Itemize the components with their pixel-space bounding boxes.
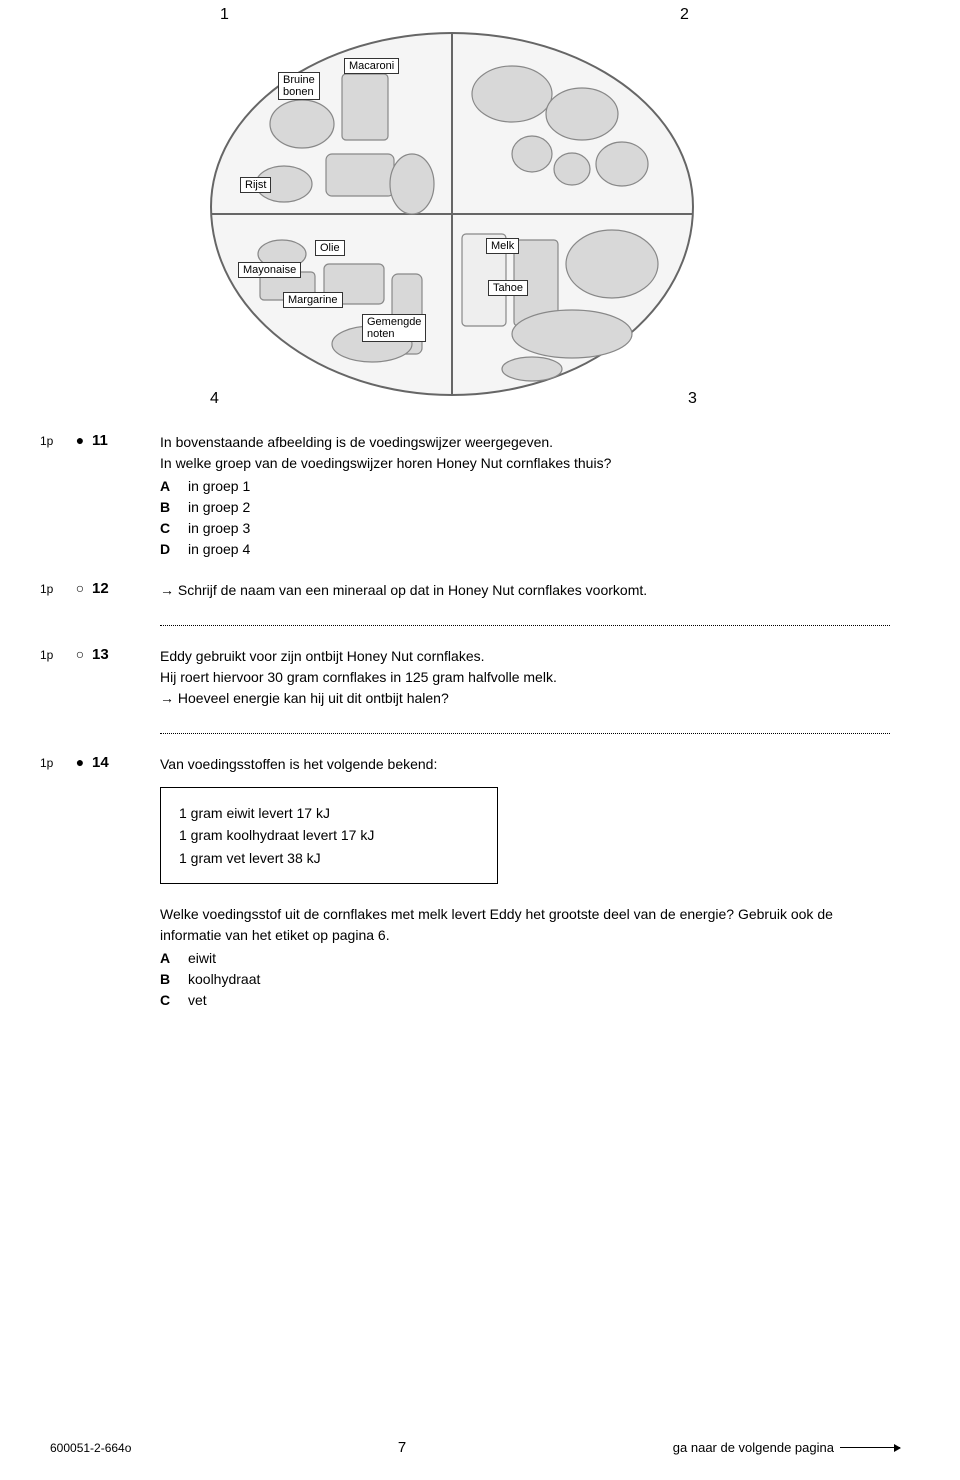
question-meta: 1p○12: [40, 580, 160, 597]
question-text: Eddy gebruikt voor zijn ontbijt Honey Nu…: [160, 646, 890, 667]
food-label: Bruinebonen: [278, 72, 320, 100]
options-list: AeiwitBkoolhydraatCvet: [160, 948, 890, 1011]
footer-arrow-icon: [840, 1447, 900, 1448]
food-label: Macaroni: [344, 58, 399, 74]
food-label: Margarine: [283, 292, 343, 308]
question-points: 1p: [40, 648, 68, 662]
option-letter: B: [160, 969, 188, 990]
corner-num-tl: 1: [220, 6, 229, 24]
question-number: 14: [92, 754, 127, 771]
food-label: Tahoe: [488, 280, 528, 296]
question-body: → Schrijf de naam van een mineraal op da…: [160, 580, 890, 601]
question-number: 12: [92, 580, 127, 597]
option-text: in groep 3: [188, 518, 890, 539]
question-row: 1p○12→ Schrijf de naam van een mineraal …: [40, 580, 890, 601]
food-label: Rijst: [240, 177, 271, 193]
option-row: Bkoolhydraat: [160, 969, 890, 990]
page-footer: 600051-2-664o 7 ga naar de volgende pagi…: [50, 1439, 900, 1456]
question-meta: 1p●14: [40, 754, 160, 771]
footer-page-num: 7: [398, 1439, 406, 1456]
question-text: Welke voedingsstof uit de cornflakes met…: [160, 904, 890, 946]
question-marker-icon: ○: [68, 647, 92, 661]
footer-right: ga naar de volgende pagina: [673, 1440, 900, 1455]
question-number: 11: [92, 432, 127, 449]
option-row: Cin groep 3: [160, 518, 890, 539]
option-letter: D: [160, 539, 188, 560]
option-row: Ain groep 1: [160, 476, 890, 497]
options-list: Ain groep 1Bin groep 2Cin groep 3Din gro…: [160, 476, 890, 560]
answer-line: [160, 625, 890, 626]
question-points: 1p: [40, 434, 68, 448]
question-marker-icon: ○: [68, 581, 92, 595]
arrow-icon: →: [160, 582, 178, 598]
option-letter: C: [160, 990, 188, 1011]
info-box-line: 1 gram vet levert 38 kJ: [179, 847, 479, 869]
option-text: in groep 4: [188, 539, 890, 560]
question-text: Van voedingsstoffen is het volgende beke…: [160, 754, 890, 775]
option-letter: B: [160, 497, 188, 518]
info-box: 1 gram eiwit levert 17 kJ1 gram koolhydr…: [160, 787, 498, 884]
question-body: Eddy gebruikt voor zijn ontbijt Honey Nu…: [160, 646, 890, 709]
food-label: Gemengdenoten: [362, 314, 426, 342]
option-letter: C: [160, 518, 188, 539]
question-body: Van voedingsstoffen is het volgende beke…: [160, 754, 890, 1011]
question-marker-icon: ●: [68, 755, 92, 769]
option-text: koolhydraat: [188, 969, 890, 990]
food-label: Mayonaise: [238, 262, 301, 278]
question-number: 13: [92, 646, 127, 663]
option-text: in groep 2: [188, 497, 890, 518]
info-box-line: 1 gram eiwit levert 17 kJ: [179, 802, 479, 824]
option-text: eiwit: [188, 948, 890, 969]
option-row: Din groep 4: [160, 539, 890, 560]
question-text: Hij roert hiervoor 30 gram cornflakes in…: [160, 667, 890, 688]
food-label: Melk: [486, 238, 519, 254]
question-points: 1p: [40, 582, 68, 596]
option-text: vet: [188, 990, 890, 1011]
question-row: 1p●11In bovenstaande afbeelding is de vo…: [40, 432, 890, 560]
info-box-line: 1 gram koolhydraat levert 17 kJ: [179, 824, 479, 846]
question-prompt: → Hoeveel energie kan hij uit dit ontbij…: [160, 688, 890, 709]
question-marker-icon: ●: [68, 433, 92, 447]
option-row: Cvet: [160, 990, 890, 1011]
option-letter: A: [160, 948, 188, 969]
food-wheel-diagram: 1 2 4 3: [150, 12, 750, 412]
footer-left: 600051-2-664o: [50, 1441, 131, 1455]
question-body: In bovenstaande afbeelding is de voeding…: [160, 432, 890, 560]
option-row: Bin groep 2: [160, 497, 890, 518]
question-prompt: → Schrijf de naam van een mineraal op da…: [160, 580, 890, 601]
question-meta: 1p○13: [40, 646, 160, 663]
arrow-icon: →: [160, 690, 178, 706]
question-row: 1p○13Eddy gebruikt voor zijn ontbijt Hon…: [40, 646, 890, 709]
option-row: Aeiwit: [160, 948, 890, 969]
page: 1 2 4 3: [0, 0, 960, 1047]
question-points: 1p: [40, 756, 68, 770]
question-row: 1p●14Van voedingsstoffen is het volgende…: [40, 754, 890, 1011]
food-label: Olie: [315, 240, 345, 256]
question-meta: 1p●11: [40, 432, 160, 449]
footer-right-text: ga naar de volgende pagina: [673, 1440, 834, 1455]
question-text: In welke groep van de voedingswijzer hor…: [160, 453, 890, 474]
corner-num-tr: 2: [680, 6, 689, 24]
option-text: in groep 1: [188, 476, 890, 497]
answer-line: [160, 733, 890, 734]
option-letter: A: [160, 476, 188, 497]
question-text: In bovenstaande afbeelding is de voeding…: [160, 432, 890, 453]
